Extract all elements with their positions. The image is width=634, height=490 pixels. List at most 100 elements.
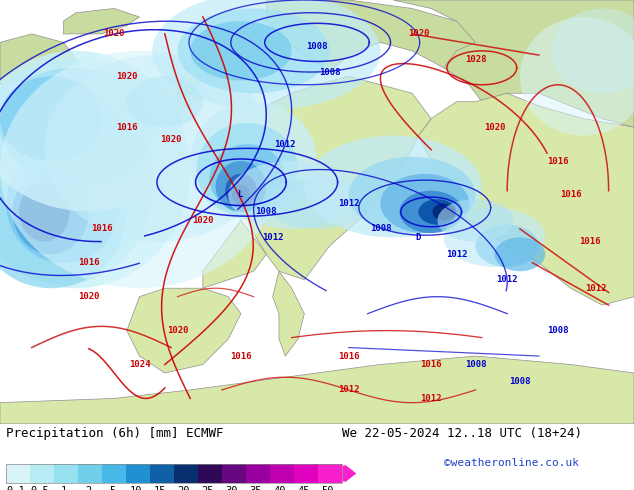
Ellipse shape <box>228 161 355 229</box>
Ellipse shape <box>444 208 545 267</box>
Polygon shape <box>178 43 222 110</box>
Text: 1020: 1020 <box>78 292 100 301</box>
Ellipse shape <box>190 102 317 220</box>
Ellipse shape <box>178 8 330 93</box>
Text: Precipitation (6h) [mm] ECMWF: Precipitation (6h) [mm] ECMWF <box>6 427 224 440</box>
Text: 0.5: 0.5 <box>30 486 49 490</box>
Text: 1012: 1012 <box>262 233 283 242</box>
Polygon shape <box>0 34 76 85</box>
Ellipse shape <box>232 185 250 205</box>
Text: 20: 20 <box>178 486 190 490</box>
Polygon shape <box>235 76 431 280</box>
Ellipse shape <box>437 199 514 242</box>
Text: 1028: 1028 <box>465 55 486 64</box>
Ellipse shape <box>6 144 120 263</box>
Text: 1020: 1020 <box>192 216 214 225</box>
Polygon shape <box>418 93 634 305</box>
Text: 1012: 1012 <box>338 199 359 208</box>
Ellipse shape <box>0 76 101 161</box>
Text: 1020: 1020 <box>160 135 182 145</box>
Text: ©weatheronline.co.uk: ©weatheronline.co.uk <box>444 458 579 468</box>
FancyArrow shape <box>342 465 356 482</box>
Ellipse shape <box>0 136 127 288</box>
Bar <box>6 464 342 483</box>
Ellipse shape <box>266 178 368 229</box>
Text: 1016: 1016 <box>338 351 359 361</box>
Polygon shape <box>273 271 304 356</box>
Bar <box>294 464 318 483</box>
Bar <box>30 464 55 483</box>
Bar <box>198 464 223 483</box>
Bar <box>150 464 174 483</box>
Text: D: D <box>416 233 421 242</box>
Text: 1016: 1016 <box>420 360 442 369</box>
Ellipse shape <box>13 170 89 254</box>
Ellipse shape <box>380 174 469 233</box>
Text: 1020: 1020 <box>103 29 125 38</box>
Bar <box>102 464 126 483</box>
Bar <box>247 464 270 483</box>
Text: 1012: 1012 <box>420 394 442 403</box>
Ellipse shape <box>197 123 298 216</box>
Ellipse shape <box>0 51 279 288</box>
Text: 45: 45 <box>298 486 310 490</box>
Ellipse shape <box>225 174 257 208</box>
Bar <box>6 464 30 483</box>
Polygon shape <box>203 220 266 288</box>
Ellipse shape <box>418 199 456 224</box>
Text: 50: 50 <box>321 486 334 490</box>
Text: 1008: 1008 <box>465 360 486 369</box>
Ellipse shape <box>304 136 482 237</box>
Polygon shape <box>127 288 241 373</box>
Polygon shape <box>0 356 634 424</box>
Ellipse shape <box>432 203 455 220</box>
Text: We 22-05-2024 12..18 UTC (18+24): We 22-05-2024 12..18 UTC (18+24) <box>342 427 583 440</box>
Text: 1020: 1020 <box>116 72 138 81</box>
Text: 1024: 1024 <box>129 360 150 369</box>
Ellipse shape <box>399 191 463 233</box>
Ellipse shape <box>0 98 152 284</box>
Bar <box>174 464 198 483</box>
Text: 1020: 1020 <box>484 122 505 132</box>
Bar <box>126 464 150 483</box>
Text: 1016: 1016 <box>547 157 569 166</box>
Text: 30: 30 <box>226 486 238 490</box>
Ellipse shape <box>127 76 203 127</box>
Text: 1008: 1008 <box>509 377 531 386</box>
Text: 35: 35 <box>250 486 262 490</box>
Text: 2: 2 <box>85 486 91 490</box>
Text: 15: 15 <box>153 486 166 490</box>
Text: 1020: 1020 <box>167 326 188 335</box>
Text: 1012: 1012 <box>585 284 607 293</box>
Text: 1012: 1012 <box>446 250 467 259</box>
Text: 1016: 1016 <box>116 122 138 132</box>
Text: 1: 1 <box>61 486 67 490</box>
Text: 1016: 1016 <box>230 351 252 361</box>
Bar <box>318 464 342 483</box>
Text: 40: 40 <box>274 486 286 490</box>
Text: 1008: 1008 <box>319 68 340 76</box>
Text: 0.1: 0.1 <box>6 486 25 490</box>
Ellipse shape <box>216 161 266 212</box>
Text: 1008: 1008 <box>370 224 391 233</box>
Text: L: L <box>238 191 243 199</box>
Ellipse shape <box>552 8 634 93</box>
Ellipse shape <box>44 55 273 242</box>
Ellipse shape <box>476 224 539 267</box>
Ellipse shape <box>349 157 476 233</box>
Ellipse shape <box>0 51 190 288</box>
Text: 1008: 1008 <box>256 207 277 217</box>
Text: 1016: 1016 <box>78 258 100 267</box>
Bar <box>270 464 294 483</box>
Ellipse shape <box>520 17 634 136</box>
Text: 1008: 1008 <box>306 42 328 51</box>
Ellipse shape <box>0 60 184 211</box>
Polygon shape <box>266 0 507 76</box>
Text: 1008: 1008 <box>547 326 569 335</box>
Bar <box>55 464 79 483</box>
Ellipse shape <box>190 21 292 80</box>
Ellipse shape <box>0 68 153 186</box>
Bar <box>223 464 247 483</box>
Text: 1016: 1016 <box>560 191 581 199</box>
Ellipse shape <box>209 144 285 212</box>
